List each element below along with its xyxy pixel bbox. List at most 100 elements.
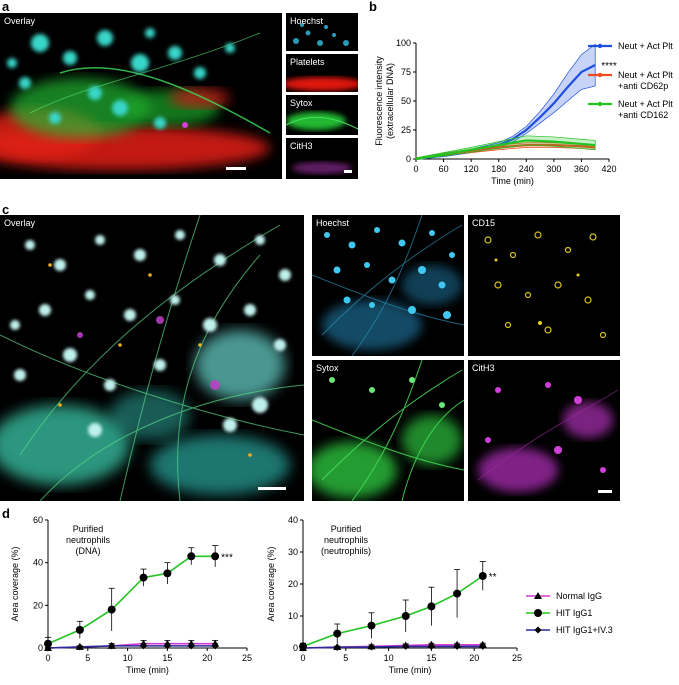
legend-marker-d-right-2 — [534, 626, 542, 634]
y-tick-label-d-right-4: 40 — [288, 515, 298, 525]
y-axis-label-group-b: Fluorescence intensity(extracellular DNA… — [374, 56, 395, 146]
y-tick-label-b-4: 100 — [396, 38, 411, 48]
channel-cith3-c: CitH3 — [468, 360, 620, 501]
x-tick-label-b-0: 0 — [413, 164, 418, 174]
legend-label-b-2: Neut + Act Plt +anti CD162 — [618, 99, 673, 120]
x-tick-label-d-right-1: 5 — [343, 653, 348, 663]
annotation-d-right: Purified neutrophils (neutrophils) — [321, 524, 371, 556]
x-tick-label-d-left-2: 10 — [123, 653, 133, 663]
significance-b: **** — [601, 61, 617, 72]
channel-hoechst-c: Hoechst — [312, 215, 464, 356]
series-d-right-2 — [299, 642, 487, 652]
channel-label-c-3: CitH3 — [472, 363, 495, 373]
overlay-micrograph-a — [0, 13, 282, 179]
legend-label-b-1: Neut + Act Plt +anti CD62p — [618, 70, 673, 91]
annotation-d-left: Purified neutrophils (DNA) — [66, 524, 111, 556]
x-tick-label-b-7: 420 — [601, 164, 616, 174]
legend-label-d-right-2: HIT IgG1+IV.3 — [556, 625, 613, 635]
channel-platelets-a: Platelets — [286, 54, 358, 92]
channel-sytox-a: Sytox — [286, 95, 358, 135]
series-line-d-left-1 — [47, 555, 216, 645]
legend-label-b-0: Neut + Act Plt — [618, 41, 673, 51]
x-tick-label-d-right-2: 10 — [384, 653, 394, 663]
channel-label-c-0: Hoechst — [316, 218, 350, 228]
channel-cith3-a: CitH3 — [286, 138, 358, 179]
data-point-d-left-1-2 — [107, 605, 116, 614]
significance-d-left: *** — [221, 552, 233, 563]
y-axis-label-group-d-right: Area coverage (%) — [266, 546, 276, 621]
x-tick-label-d-right-4: 20 — [469, 653, 479, 663]
y-axis-label-group-d-left: Area coverage (%) — [10, 546, 20, 621]
data-point-d-right-1-6 — [478, 572, 487, 580]
y-tick-label-b-1: 25 — [401, 125, 411, 135]
x-axis-label-d-right: Time (min) — [389, 665, 432, 675]
data-point-d-right-1-4 — [427, 602, 436, 611]
y-tick-label-d-right-0: 0 — [293, 643, 298, 653]
data-point-d-left-2-6 — [211, 642, 219, 650]
chart-d-right: 0 5 10 15 20 25 0 10 20 30 40 Time (min) Area covera… — [266, 515, 613, 675]
y-tick-label-d-right-3: 30 — [288, 547, 298, 557]
series-d-left-2 — [44, 642, 219, 652]
x-tick-label-b-6: 360 — [574, 164, 589, 174]
data-point-d-left-2-1 — [76, 643, 84, 651]
panel-letter-a: a — [2, 0, 10, 14]
series-line-d-right-1 — [302, 575, 484, 648]
series-line-b-2 — [415, 139, 596, 161]
data-point-d-left-2-4 — [163, 642, 171, 650]
data-point-d-right-1-5 — [453, 589, 462, 598]
legend-marker-b-0 — [597, 43, 603, 49]
data-point-d-left-1-4 — [163, 569, 172, 578]
channel-sytox-c: Sytox — [312, 360, 464, 501]
overlay-micrograph-c — [0, 215, 304, 501]
channel-label-a-0: Hoechst — [290, 16, 324, 26]
data-point-d-left-2-3 — [140, 642, 148, 650]
x-axis-label-d-left: Time (min) — [126, 665, 169, 675]
y-tick-label-d-left-0: 0 — [38, 643, 43, 653]
data-point-d-left-1-6 — [211, 552, 220, 561]
panel-letter-d: d — [2, 506, 10, 521]
data-point-d-right-2-3 — [402, 642, 410, 650]
scale-bar-a-small — [344, 170, 352, 173]
y-tick-label-d-left-2: 40 — [33, 558, 43, 568]
data-point-d-left-1-3 — [139, 573, 148, 582]
y-tick-label-b-3: 75 — [401, 67, 411, 77]
data-point-d-right-2-5 — [453, 642, 461, 650]
data-point-d-right-2-6 — [479, 642, 487, 650]
legend-marker-b-2 — [597, 101, 603, 107]
data-point-d-right-2-1 — [333, 643, 341, 651]
panel-letter-b: b — [369, 0, 377, 14]
x-tick-label-b-2: 120 — [464, 164, 479, 174]
y-axis-label-d-right: Area coverage (%) — [266, 546, 276, 621]
data-point-d-right-2-2 — [367, 643, 375, 651]
data-point-d-left-1-1 — [75, 625, 84, 634]
x-tick-label-d-left-0: 0 — [45, 653, 50, 663]
significance-d-right: ** — [489, 572, 497, 583]
x-tick-label-d-left-3: 15 — [162, 653, 172, 663]
data-point-d-right-1-1 — [333, 629, 342, 638]
y-tick-label-d-left-3: 60 — [33, 515, 43, 525]
x-tick-label-d-left-5: 25 — [242, 653, 252, 663]
channel-cd15-c: CD15 — [468, 215, 620, 356]
panel-letter-c: c — [2, 202, 10, 217]
legend-marker-d-right-1 — [534, 609, 542, 617]
data-point-d-left-2-5 — [187, 642, 195, 650]
channel-label-c-2: Sytox — [316, 363, 339, 373]
x-axis-label-b: Time (min) — [491, 176, 534, 186]
x-tick-label-d-right-5: 25 — [512, 653, 522, 663]
x-tick-label-d-left-1: 5 — [85, 653, 90, 663]
series-d-left-1 — [44, 545, 220, 648]
data-point-d-left-2-0 — [44, 644, 52, 652]
y-tick-label-b-2: 50 — [401, 96, 411, 106]
channel-label-a-2: Sytox — [290, 98, 313, 108]
series-d-right-1 — [299, 561, 487, 651]
legend-marker-d-right-0 — [534, 592, 542, 599]
overlay-label-c: Overlay — [4, 218, 36, 228]
y-axis-label-b: Fluorescence intensity(extracellular DNA… — [374, 56, 395, 146]
overlay-image-c: Overlay — [0, 215, 304, 501]
y-tick-label-b-0: 0 — [406, 154, 411, 164]
y-tick-label-d-right-1: 10 — [288, 611, 298, 621]
legend-marker-b-1 — [597, 72, 603, 78]
data-point-d-right-1-3 — [401, 612, 410, 620]
y-tick-label-d-left-1: 20 — [33, 600, 43, 610]
x-tick-label-b-5: 300 — [546, 164, 561, 174]
